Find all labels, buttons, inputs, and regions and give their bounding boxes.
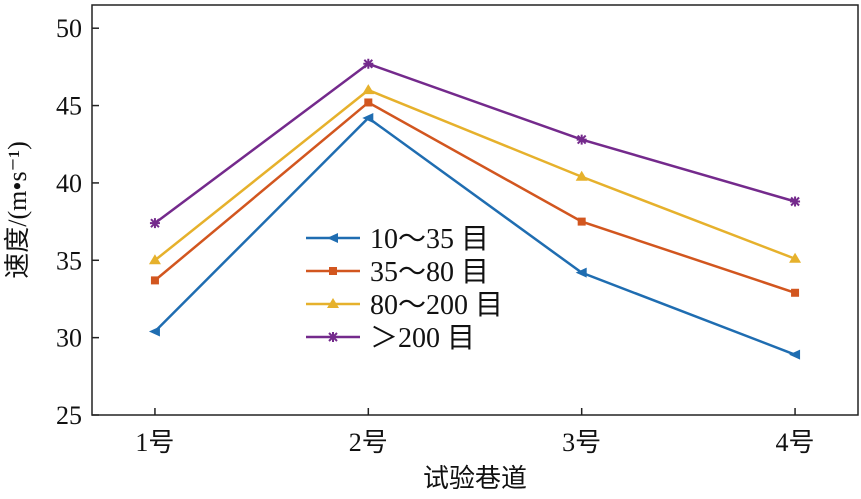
marker-star bbox=[790, 196, 801, 207]
marker-triangle-up bbox=[789, 252, 802, 263]
y-tick-label: 40 bbox=[56, 169, 82, 198]
plot-frame bbox=[91, 4, 859, 416]
series-0 bbox=[148, 112, 801, 360]
legend-label: ＞200 目 bbox=[370, 323, 475, 354]
x-tick-label: 4号 bbox=[776, 428, 815, 457]
marker-square bbox=[577, 217, 586, 226]
marker-square bbox=[150, 276, 159, 285]
legend-label: 80～200 目 bbox=[370, 290, 503, 321]
legend-item: 10～35 目 bbox=[306, 224, 489, 255]
marker-triangle-up bbox=[148, 254, 161, 265]
y-tick-label: 45 bbox=[56, 92, 82, 121]
legend-label: 10～35 目 bbox=[370, 224, 489, 255]
y-axis-label: 速度/(m•s⁻¹) bbox=[3, 141, 32, 279]
marker-square bbox=[329, 267, 337, 275]
y-tick-label: 35 bbox=[56, 246, 82, 275]
marker-star bbox=[576, 134, 587, 145]
x-tick-label: 2号 bbox=[349, 428, 388, 457]
marker-square bbox=[791, 288, 800, 297]
marker-star bbox=[363, 58, 374, 69]
legend-item: 80～200 目 bbox=[306, 290, 503, 321]
series-line bbox=[154, 116, 796, 356]
marker-triangle-up bbox=[327, 298, 339, 308]
series-3 bbox=[149, 58, 801, 229]
series-line bbox=[154, 62, 796, 225]
marker-triangle-up bbox=[362, 84, 375, 95]
marker-triangle-left bbox=[148, 326, 160, 337]
x-tick-label: 1号 bbox=[135, 428, 174, 457]
marker-triangle-left bbox=[327, 233, 338, 243]
marker-triangle-left bbox=[789, 349, 801, 360]
x-axis-label: 试验巷道 bbox=[423, 464, 527, 493]
series-2 bbox=[148, 84, 802, 265]
marker-square bbox=[364, 98, 373, 107]
legend-item: ＞200 目 bbox=[306, 323, 475, 354]
marker-star bbox=[149, 218, 160, 229]
marker-star bbox=[328, 332, 338, 342]
legend-item: 35～80 目 bbox=[306, 257, 489, 288]
series-line bbox=[154, 100, 796, 294]
series-line bbox=[154, 88, 796, 262]
y-tick-label: 25 bbox=[56, 401, 82, 430]
y-tick-label: 30 bbox=[56, 324, 82, 353]
series-1 bbox=[150, 98, 800, 297]
y-tick-label: 50 bbox=[56, 14, 82, 43]
marker-triangle-up bbox=[575, 170, 588, 181]
marker-triangle-left bbox=[575, 267, 587, 278]
x-tick-label: 3号 bbox=[562, 428, 601, 457]
marker-triangle-left bbox=[362, 112, 374, 123]
legend-label: 35～80 目 bbox=[370, 257, 489, 288]
